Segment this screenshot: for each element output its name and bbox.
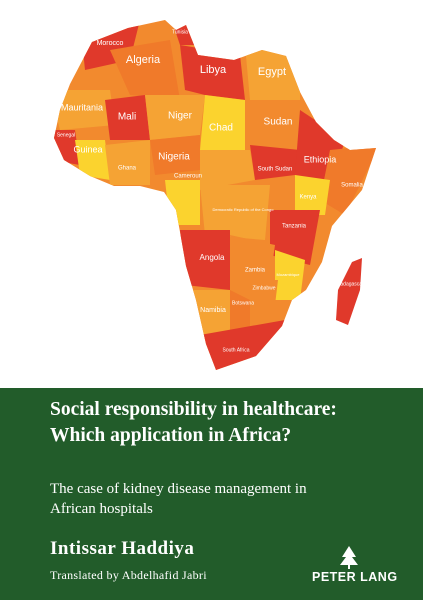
- country-label: Mozambique: [277, 272, 301, 277]
- publisher: PETER LANG: [312, 570, 398, 584]
- country-label: Angola: [200, 253, 225, 262]
- country-label: Senegal: [57, 132, 75, 138]
- madagascar-shape: [336, 258, 362, 325]
- country-label: Mali: [118, 112, 136, 123]
- subtitle-line: The case of kidney disease management in: [50, 481, 307, 497]
- title-line: Social responsibility in healthcare:: [50, 399, 337, 420]
- country-label: South Sudan: [258, 167, 293, 173]
- country-label: Mauritania: [61, 102, 103, 112]
- title-band: Social responsibility in healthcare: Whi…: [0, 388, 423, 600]
- country-label: Nigeria: [158, 152, 190, 163]
- africa-map: Morocco Tunisia Algeria Libya Egypt Mauritani…: [54, 20, 376, 370]
- country-label: Guinea: [73, 144, 102, 154]
- country-label: Egypt: [258, 66, 286, 78]
- author: Intissar Haddiya: [50, 538, 195, 559]
- country-label: Botswana: [232, 300, 254, 306]
- country-label: South Africa: [223, 347, 250, 353]
- translator: Translated by Abdelhafid Jabri: [50, 568, 207, 582]
- country-label: Zambia: [245, 268, 266, 274]
- title-line: Which application in Africa?: [50, 425, 292, 446]
- country-label: Niger: [168, 111, 193, 122]
- country-label: Morocco: [97, 40, 124, 47]
- country-label: Libya: [200, 64, 227, 76]
- country-label: Democratic Republic of the Congo: [213, 207, 275, 212]
- country-label: Cameroun: [174, 174, 202, 180]
- subtitle-line: African hospitals: [50, 501, 153, 517]
- country-label: Namibia: [200, 307, 226, 314]
- publisher-logo: [340, 546, 358, 569]
- country-label: Madagascar: [336, 281, 364, 287]
- country-label: Ethiopia: [304, 154, 337, 164]
- country-label: Sudan: [264, 117, 293, 128]
- country-label: Tanzania: [282, 224, 307, 230]
- country-label: Tunisia: [172, 29, 188, 35]
- country-label: Chad: [209, 123, 233, 134]
- country-labels: Morocco Tunisia Algeria Libya Egypt Mauritani…: [57, 29, 364, 353]
- country-label: Algeria: [126, 54, 161, 66]
- country-label: Kenya: [299, 195, 317, 201]
- country-label: Ghana: [118, 166, 137, 172]
- country-label: Somalia: [341, 183, 363, 189]
- country-label: Zimbabwe: [252, 285, 275, 291]
